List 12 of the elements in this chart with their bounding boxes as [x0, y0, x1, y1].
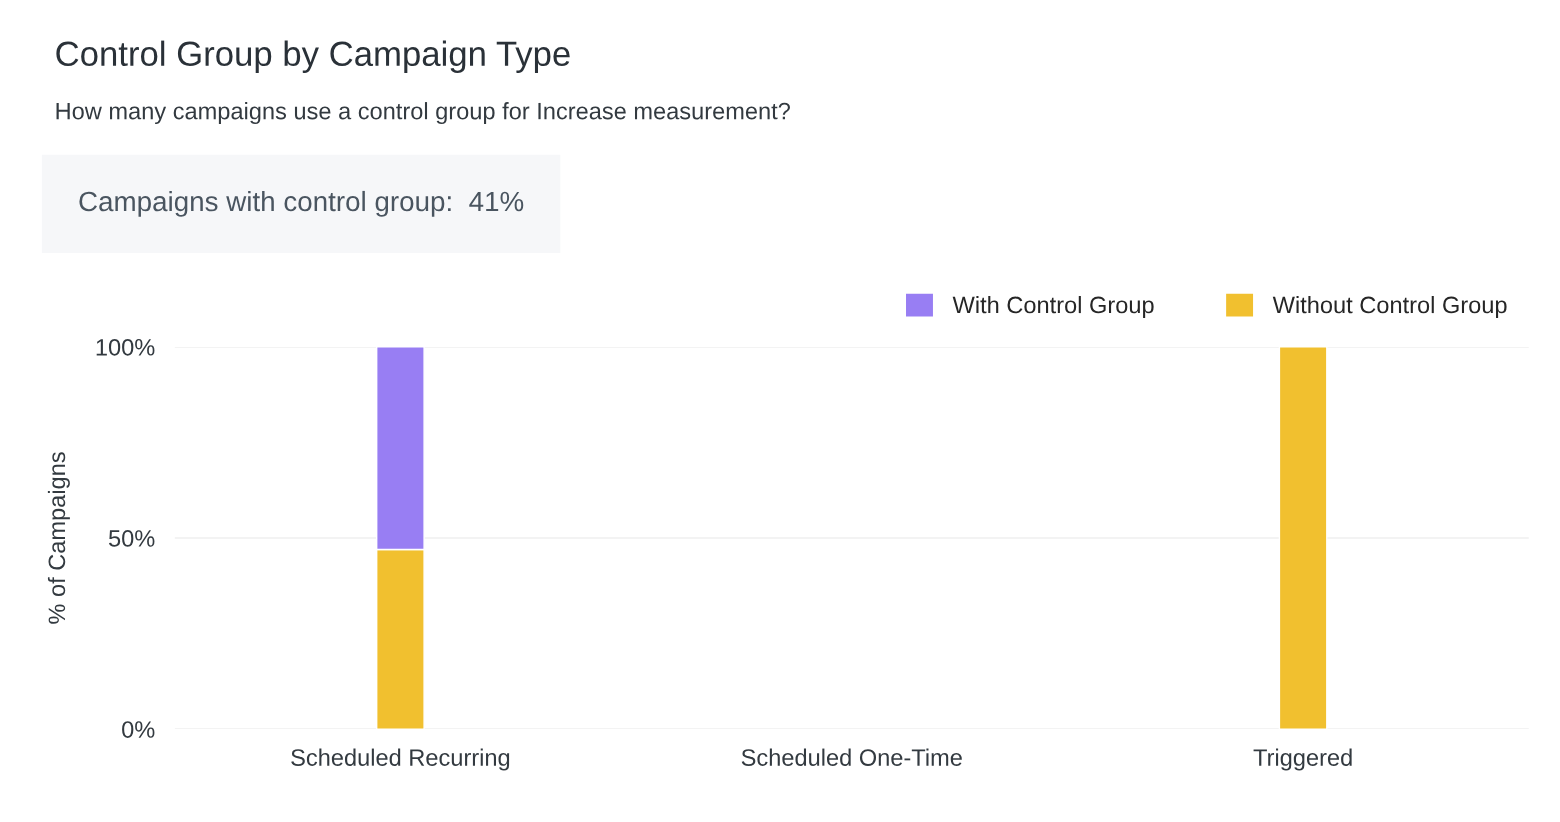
- x-tick-label: Triggered: [1253, 748, 1352, 771]
- legend-label: Without Control Group: [1272, 295, 1507, 318]
- x-tick-label: Scheduled Recurring: [291, 748, 510, 771]
- x-tick-label: Scheduled One-Time: [741, 748, 962, 766]
- chart-title: Control Group by Campaign Type: [56, 40, 570, 73]
- y-tick-label: 0%: [122, 721, 155, 738]
- y-axis-title: % of Campaigns: [47, 452, 70, 624]
- legend-label: With Control Group: [952, 295, 1154, 318]
- y-tick-label: 100%: [96, 338, 155, 356]
- y-tick-label: 50%: [108, 530, 155, 547]
- text: Campaigns with control group: 41%: [79, 190, 524, 217]
- chart-subtitle: How many campaigns use a control group for Increase measurement?: [56, 102, 790, 125]
